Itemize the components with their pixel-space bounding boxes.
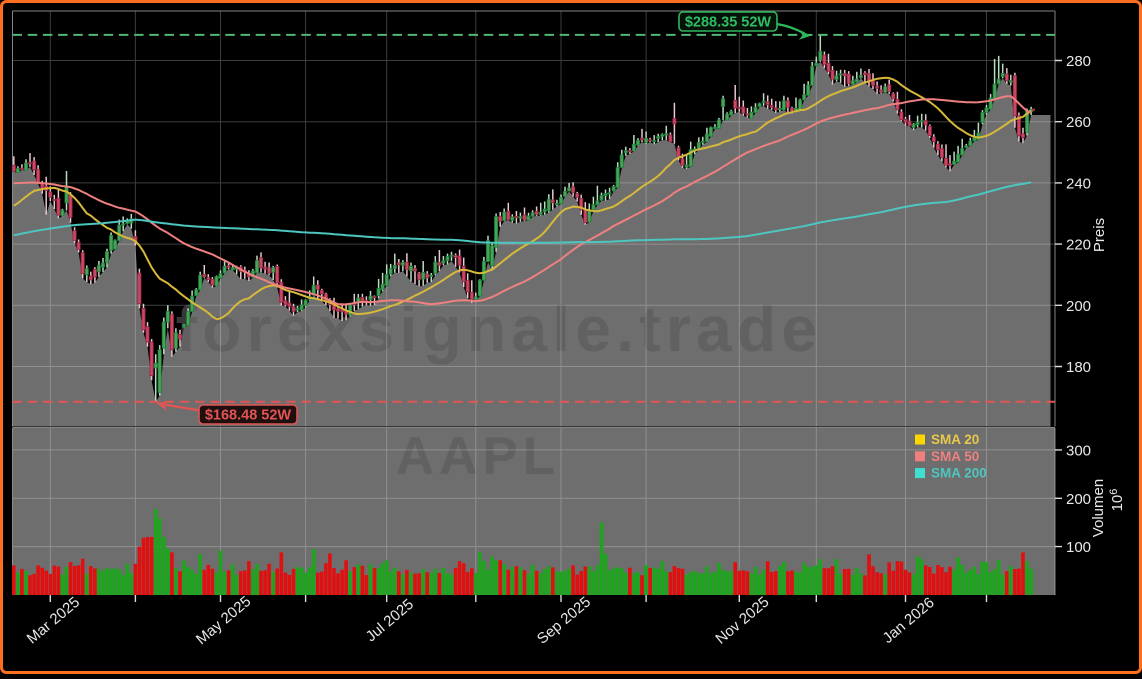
svg-text:Volumen: Volumen [1090, 479, 1107, 537]
svg-text:AAPL: AAPL [396, 427, 560, 486]
svg-text:100: 100 [1066, 539, 1091, 556]
svg-text:SMA 200: SMA 200 [931, 466, 987, 481]
svg-text:$168.48 52W: $168.48 52W [205, 408, 292, 424]
svg-text:SMA 50: SMA 50 [931, 449, 979, 464]
svg-text:forexsignale.trade: forexsignale.trade [176, 293, 823, 365]
svg-text:260: 260 [1066, 114, 1091, 131]
svg-text:300: 300 [1066, 442, 1091, 459]
svg-text:200: 200 [1066, 298, 1091, 315]
svg-text:180: 180 [1066, 359, 1091, 376]
svg-text:$288.35 52W: $288.35 52W [685, 15, 772, 31]
svg-text:Preis: Preis [1091, 218, 1108, 252]
svg-text:240: 240 [1066, 175, 1091, 192]
svg-text:SMA 20: SMA 20 [931, 432, 979, 447]
svg-text:200: 200 [1066, 491, 1091, 508]
svg-text:220: 220 [1066, 237, 1091, 254]
svg-text:280: 280 [1066, 53, 1091, 70]
